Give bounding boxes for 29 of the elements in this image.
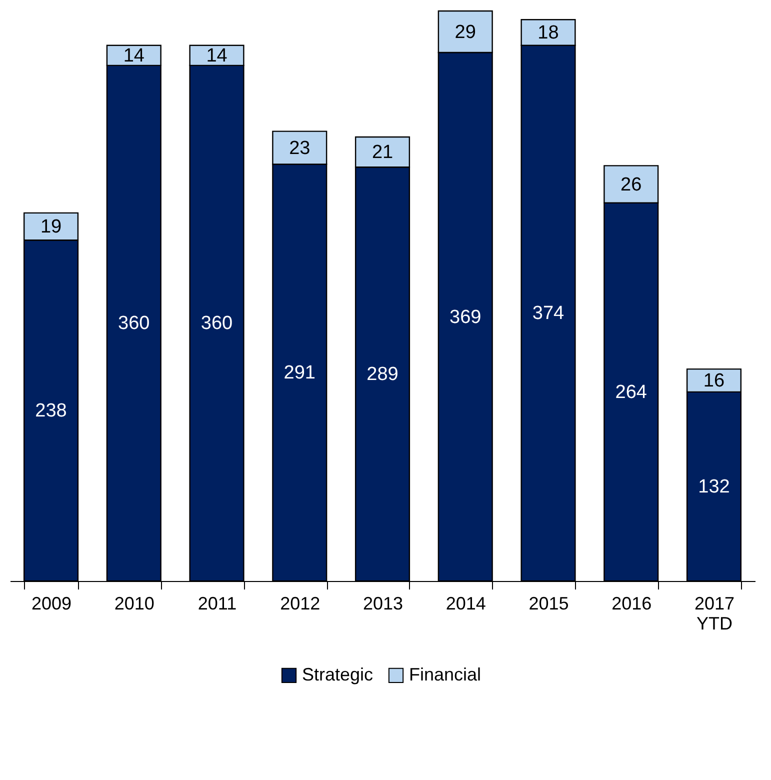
data-label: 18	[538, 22, 559, 44]
legend-label: Strategic	[302, 664, 374, 684]
x-tick-label: 2015	[528, 594, 569, 614]
data-label: 23	[289, 138, 310, 159]
data-label: 264	[615, 382, 648, 403]
x-tick-label: 2016	[612, 594, 652, 614]
x-tick-label: 2012	[280, 594, 320, 614]
data-label: 289	[366, 364, 398, 386]
x-tick-label: 2009	[31, 594, 72, 614]
data-label: 16	[703, 370, 725, 392]
data-label: 14	[123, 45, 145, 66]
data-label: 21	[372, 142, 394, 164]
data-label: 14	[206, 45, 228, 66]
x-tick-label: 2013	[362, 594, 404, 614]
data-label: 291	[284, 362, 316, 384]
data-label: 132	[698, 476, 730, 498]
x-tick-label: 2011	[198, 594, 237, 614]
x-tick-label: 2014	[446, 594, 486, 614]
data-label: 360	[118, 313, 150, 334]
data-label: 369	[450, 306, 482, 328]
x-tick-label: 2017 YTD	[694, 594, 735, 634]
legend-label: Financial	[409, 664, 482, 684]
data-label: 19	[40, 216, 62, 238]
x-tick-label: 2010	[114, 594, 154, 614]
data-label: 29	[454, 22, 476, 43]
data-label: 360	[200, 313, 233, 334]
data-label: 238	[35, 400, 67, 422]
data-label: 26	[620, 174, 642, 196]
data-label: 374	[532, 303, 565, 324]
